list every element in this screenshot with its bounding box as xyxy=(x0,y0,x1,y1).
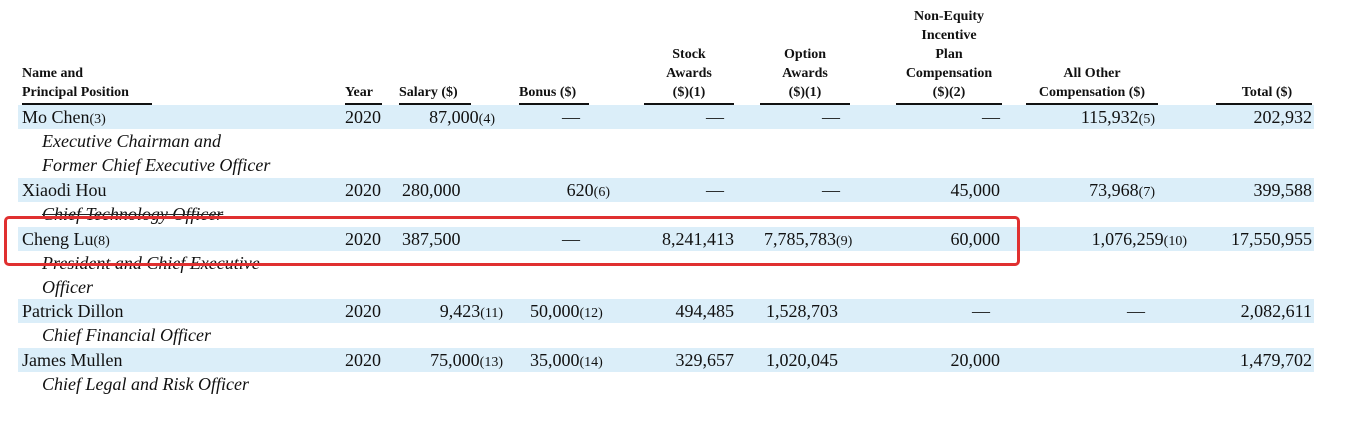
header-rule xyxy=(760,103,850,105)
row-nonequity: 45,000 xyxy=(950,180,1001,200)
row-title: Chief Technology Officer xyxy=(42,204,224,224)
row-title: Chief Legal and Risk Officer xyxy=(42,374,249,394)
row-bonus: 35,000(14) xyxy=(530,350,603,370)
table-row xyxy=(18,105,1314,129)
row-stock: 329,657 xyxy=(675,350,735,370)
row-year: 2020 xyxy=(345,350,381,370)
row-name: Patrick Dillon xyxy=(22,301,124,321)
header-rule xyxy=(519,103,589,105)
row-total: 399,588 xyxy=(1253,180,1313,200)
row-other: — xyxy=(1127,301,1145,321)
row-total: 202,932 xyxy=(1253,107,1313,127)
header-bonus: Bonus ($) xyxy=(519,85,577,100)
row-name: Xiaodi Hou xyxy=(22,180,107,200)
table-row xyxy=(18,227,1314,251)
row-year: 2020 xyxy=(345,229,381,249)
row-total: 1,479,702 xyxy=(1240,350,1312,370)
header-rule xyxy=(644,103,734,105)
header-salary: Salary ($) xyxy=(399,85,458,100)
row-total: 17,550,955 xyxy=(1231,229,1312,249)
row-nonequity: — xyxy=(982,107,1000,127)
row-other: 1,076,259(10) xyxy=(1091,229,1187,249)
header-name: Name and Principal Position xyxy=(22,66,129,100)
header-rule xyxy=(1026,103,1158,105)
header-rule xyxy=(1216,103,1312,105)
row-bonus: — xyxy=(562,107,580,127)
row-salary: 75,000(13) xyxy=(430,350,503,370)
header-rule xyxy=(345,103,382,105)
row-option: 1,020,045 xyxy=(766,350,838,370)
row-title: Officer xyxy=(42,277,93,297)
header-nonequity: Non-Equity Incentive Plan Compensation (… xyxy=(905,9,993,100)
table-row xyxy=(18,178,1314,202)
row-bonus: — xyxy=(562,229,580,249)
row-stock: 494,485 xyxy=(675,301,735,321)
row-option: 7,785,783(9) xyxy=(764,229,853,249)
row-title: Former Chief Executive Officer xyxy=(42,155,271,175)
header-option: Option Awards ($)(1) xyxy=(782,47,828,100)
table-row xyxy=(18,348,1314,372)
row-stock: — xyxy=(706,107,724,127)
header-other: All Other Compensation ($) xyxy=(1038,66,1146,100)
row-bonus: 50,000(12) xyxy=(530,301,603,321)
row-year: 2020 xyxy=(345,180,381,200)
row-name: James Mullen xyxy=(22,350,123,370)
row-other: 115,932(5) xyxy=(1080,107,1155,127)
header-rule xyxy=(896,103,1002,105)
row-nonequity: 20,000 xyxy=(950,350,1001,370)
row-salary: 87,000(4) xyxy=(429,107,495,127)
row-salary: 280,000 xyxy=(402,180,461,200)
row-title: Chief Financial Officer xyxy=(42,325,211,345)
row-salary: 387,500 xyxy=(402,229,461,249)
header-year: Year xyxy=(345,85,373,100)
highlight-box xyxy=(4,216,1020,266)
row-option: — xyxy=(822,180,840,200)
row-stock: 8,241,413 xyxy=(662,229,734,249)
row-option: 1,528,703 xyxy=(766,301,838,321)
row-salary: 9,423(11) xyxy=(439,301,503,321)
row-year: 2020 xyxy=(345,107,381,127)
header-rule xyxy=(399,103,471,105)
table-row xyxy=(18,299,1314,323)
row-stock: — xyxy=(706,180,724,200)
row-name: Mo Chen(3) xyxy=(22,107,106,127)
header-total: Total ($) xyxy=(1241,85,1293,100)
header-rule xyxy=(22,103,152,105)
row-other: 73,968(7) xyxy=(1089,180,1155,200)
row-nonequity: — xyxy=(972,301,990,321)
header-stock: Stock Awards ($)(1) xyxy=(666,47,712,100)
row-option: — xyxy=(822,107,840,127)
row-title: Executive Chairman and xyxy=(42,131,221,151)
row-nonequity: 60,000 xyxy=(950,229,1001,249)
row-name: Cheng Lu(8) xyxy=(22,229,110,249)
row-total: 2,082,611 xyxy=(1240,301,1312,321)
row-bonus: 620(6) xyxy=(566,180,610,200)
row-year: 2020 xyxy=(345,301,381,321)
